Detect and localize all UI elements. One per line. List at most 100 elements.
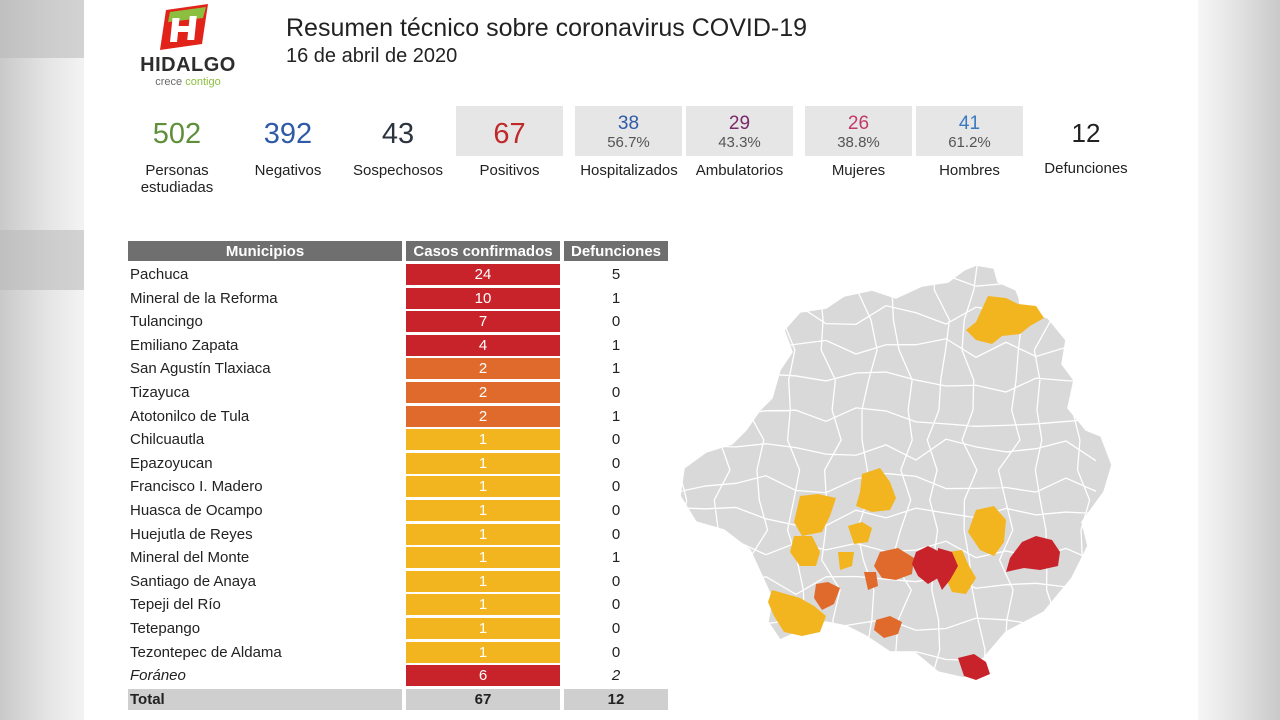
casos-confirmados-cell: 6 bbox=[406, 665, 560, 687]
stat-label: Ambulatorios bbox=[695, 162, 784, 179]
municipio-name: Tezontepec de Aldama bbox=[130, 643, 282, 661]
table-row: Emiliano Zapata 4 1 bbox=[128, 334, 668, 358]
table-row: Tezontepec de Aldama 1 0 bbox=[128, 641, 668, 665]
region-tizayuca bbox=[874, 616, 902, 638]
stat-hombres: 41 61.2% Hombres bbox=[916, 106, 1023, 196]
hidalgo-logo-icon bbox=[160, 4, 208, 50]
defunciones-cell: 0 bbox=[611, 454, 621, 472]
stat-percent: 61.2% bbox=[948, 134, 991, 151]
municipio-name: Huasca de Ocampo bbox=[130, 502, 263, 519]
defunciones-cell: 1 bbox=[611, 549, 621, 567]
casos-confirmados-cell: 1 bbox=[406, 500, 560, 521]
table-row: Francisco I. Madero 1 0 bbox=[128, 476, 668, 499]
casos-confirmados-cell: 1 bbox=[406, 594, 560, 616]
region-tulancingo bbox=[1006, 536, 1060, 572]
region-chilcuautla bbox=[794, 494, 836, 536]
defunciones-cell: 2 bbox=[611, 667, 621, 685]
municipio-name: Huejutla de Reyes bbox=[130, 525, 253, 543]
municipio-name: Foráneo bbox=[130, 667, 186, 685]
region-emiliano-zapata bbox=[958, 654, 990, 680]
header-defunciones: Defunciones bbox=[564, 241, 668, 261]
table-row: Tulancingo 7 0 bbox=[128, 311, 668, 334]
stat-label: Mujeres bbox=[831, 162, 886, 179]
defunciones-cell: 0 bbox=[611, 502, 621, 519]
defunciones-cell: 0 bbox=[611, 525, 621, 543]
stat-value: 392 bbox=[263, 118, 313, 150]
municipio-name: Santiago de Anaya bbox=[130, 572, 256, 590]
stat-value: 41 bbox=[958, 113, 981, 134]
table-row-total: Total 67 12 bbox=[128, 689, 668, 710]
stat-negativos: 392 Negativos bbox=[238, 112, 338, 202]
casos-confirmados-cell: 1 bbox=[406, 570, 560, 592]
municipio-name: Atotonilco de Tula bbox=[130, 407, 250, 425]
stat-mujeres: 26 38.8% Mujeres bbox=[805, 106, 912, 196]
stat-sospechosos: 43 Sospechosos bbox=[348, 112, 448, 202]
table-row: Foráneo 6 2 bbox=[128, 665, 668, 688]
logo-tagline: crece contigo bbox=[155, 76, 221, 88]
table-row: Huasca de Ocampo 1 0 bbox=[128, 500, 668, 523]
table-row: Huejutla de Reyes 1 0 bbox=[128, 523, 668, 547]
stat-label: Sospechosos bbox=[352, 162, 444, 179]
municipio-name: Epazoyucan bbox=[130, 454, 213, 472]
casos-confirmados-cell: 2 bbox=[406, 382, 560, 403]
hidalgo-map bbox=[679, 264, 1113, 680]
stat-value: 67 bbox=[493, 118, 526, 150]
left-margin bbox=[0, 0, 84, 720]
defunciones-cell: 0 bbox=[611, 572, 621, 590]
table-row: Chilcuautla 1 0 bbox=[128, 429, 668, 452]
report-date: 16 de abril de 2020 bbox=[286, 45, 458, 67]
total-casos: 67 bbox=[406, 689, 560, 710]
header-municipios: Municipios bbox=[128, 241, 402, 261]
casos-confirmados-cell: 24 bbox=[406, 264, 560, 285]
region-tepeji bbox=[768, 590, 826, 636]
municipio-name: Emiliano Zapata bbox=[130, 336, 239, 354]
municipio-name: Chilcuautla bbox=[130, 431, 205, 449]
casos-confirmados-cell: 1 bbox=[406, 429, 560, 451]
stat-ambulatorios: 29 43.3% Ambulatorios bbox=[686, 106, 793, 196]
stat-personas-estudiadas: 502 Personas estudiadas bbox=[128, 112, 226, 202]
defunciones-cell: 0 bbox=[611, 620, 621, 637]
stat-label: Hombres bbox=[939, 162, 1000, 179]
logo-wordmark: HIDALGO bbox=[140, 54, 236, 76]
table-row: Tepeji del Río 1 0 bbox=[128, 594, 668, 617]
region-huejutla bbox=[966, 296, 1044, 344]
municipio-name: Tepeji del Río bbox=[130, 596, 221, 614]
region-huasca bbox=[968, 506, 1006, 556]
region-tezontepec bbox=[838, 552, 854, 570]
casos-confirmados-cell: 2 bbox=[406, 358, 560, 380]
casos-confirmados-cell: 1 bbox=[406, 641, 560, 663]
municipio-name: San Agustín Tlaxiaca bbox=[130, 360, 271, 378]
region-atotonilco-small bbox=[864, 572, 878, 590]
defunciones-cell: 5 bbox=[611, 266, 621, 283]
stat-value: 26 bbox=[847, 113, 870, 134]
table-row: Tetepango 1 0 bbox=[128, 618, 668, 641]
municipio-name: Mineral del Monte bbox=[130, 549, 250, 567]
defunciones-cell: 0 bbox=[611, 596, 621, 614]
defunciones-cell: 0 bbox=[611, 478, 621, 496]
region-tetepango bbox=[848, 522, 872, 544]
stat-percent: 56.7% bbox=[607, 134, 650, 151]
stat-hospitalizados: 38 56.7% Hospitalizados bbox=[575, 106, 682, 196]
table-row: Mineral del Monte 1 1 bbox=[128, 547, 668, 570]
affected-regions bbox=[768, 296, 1060, 680]
table-row: Atotonilco de Tula 2 1 bbox=[128, 405, 668, 429]
defunciones-cell: 0 bbox=[611, 431, 621, 449]
stat-label: Positivos bbox=[479, 162, 540, 179]
casos-confirmados-cell: 1 bbox=[406, 547, 560, 569]
casos-confirmados-cell: 10 bbox=[406, 287, 560, 309]
stat-value: 29 bbox=[728, 113, 751, 134]
stat-percent: 38.8% bbox=[837, 134, 880, 151]
stat-label: Negativos bbox=[254, 162, 322, 179]
table-row: Tizayuca 2 0 bbox=[128, 382, 668, 405]
page-title: Resumen técnico sobre coronavirus COVID-… bbox=[286, 14, 808, 42]
stat-value: 38 bbox=[617, 113, 640, 134]
casos-confirmados-cell: 2 bbox=[406, 405, 560, 427]
right-margin bbox=[1198, 0, 1280, 720]
region-santiago-de-anaya bbox=[856, 468, 896, 512]
stat-value: 502 bbox=[152, 118, 202, 150]
municipio-name: Mineral de la Reforma bbox=[130, 289, 278, 307]
municipio-name: Tetepango bbox=[130, 620, 201, 637]
region-francisco-madero bbox=[790, 536, 820, 566]
total-defunciones: 12 bbox=[564, 689, 668, 710]
table-row: Mineral de la Reforma 10 1 bbox=[128, 287, 668, 311]
